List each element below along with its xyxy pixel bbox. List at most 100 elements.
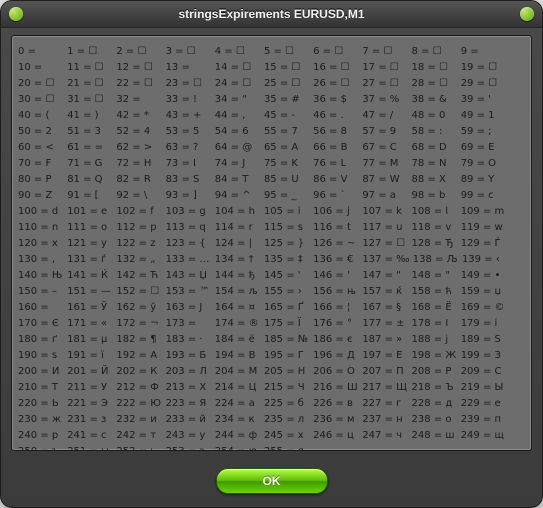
code-cell: 6 = ☐	[313, 44, 359, 60]
code-cell: 134 = †	[215, 252, 261, 268]
code-cell: 18 = ☐	[412, 60, 458, 76]
code-cell: 36 = $	[313, 92, 359, 108]
code-cell: 155 = ›	[264, 284, 310, 300]
code-cell: 142 = Ћ	[116, 268, 162, 284]
code-cell: 146 = '	[313, 268, 359, 284]
code-cell: 254 = ю	[215, 444, 261, 451]
code-cell: 196 = Д	[313, 348, 359, 364]
code-cell: 128 = Ђ	[412, 236, 458, 252]
code-cell: 204 = М	[215, 364, 261, 380]
code-cell: 255 = я	[264, 444, 310, 451]
code-cell: 210 = Т	[18, 380, 64, 396]
code-cell: 221 = Э	[67, 396, 113, 412]
code-cell: 77 = M	[362, 156, 408, 172]
code-cell: 67 = C	[362, 140, 408, 156]
character-table: 0 = 1 = ☐ 2 = ☐ 3 = ☐ 4 = ☐ 5 = ☐ 6 = ☐ …	[12, 36, 531, 451]
code-cell: 207 = П	[362, 364, 408, 380]
code-cell: 150 = –	[18, 284, 64, 300]
code-cell: 17 = ☐	[362, 60, 408, 76]
code-cell: 123 = {	[166, 236, 212, 252]
code-cell: 191 = ї	[67, 348, 113, 364]
code-cell: 108 = l	[412, 204, 458, 220]
code-cell: 8 = ☐	[412, 44, 458, 60]
code-cell: 219 = Ы	[461, 380, 507, 396]
code-cell: 87 = W	[362, 172, 408, 188]
code-cell: 56 = 8	[313, 124, 359, 140]
code-cell: 121 = y	[67, 236, 113, 252]
code-cell: 171 = «	[67, 316, 113, 332]
code-cell: 42 = *	[116, 108, 162, 124]
code-cell: 132 = „	[116, 252, 162, 268]
code-cell: 2 = ☐	[116, 44, 162, 60]
code-cell: 226 = в	[313, 396, 359, 412]
code-cell: 218 = Ъ	[412, 380, 458, 396]
code-cell: 86 = V	[313, 172, 359, 188]
code-cell: 158 = ћ	[412, 284, 458, 300]
ok-button[interactable]: OK	[216, 468, 328, 494]
code-cell: 110 = n	[18, 220, 64, 236]
code-cell: 243 = у	[166, 428, 212, 444]
code-cell: 112 = p	[116, 220, 162, 236]
code-cell: 136 = €	[313, 252, 359, 268]
code-cell: 107 = k	[362, 204, 408, 220]
code-cell: 188 = ј	[412, 332, 458, 348]
code-cell: 131 = ѓ	[67, 252, 113, 268]
code-cell: 199 = З	[461, 348, 507, 364]
code-cell: 211 = У	[67, 380, 113, 396]
code-cell: 129 = Ѓ	[461, 236, 507, 252]
code-cell: 241 = с	[67, 428, 113, 444]
code-cell: 74 = J	[215, 156, 261, 172]
code-cell: 202 = К	[116, 364, 162, 380]
code-cell: 189 = Ѕ	[461, 332, 507, 348]
code-cell: 235 = л	[264, 412, 310, 428]
code-cell: 80 = P	[18, 172, 64, 188]
code-cell: 24 = ☐	[215, 76, 261, 92]
titlebar: stringsExpirements EURUSD,M1	[1, 1, 542, 28]
code-cell: 84 = T	[215, 172, 261, 188]
code-cell: 13 =	[166, 60, 212, 76]
code-cell: 224 = а	[215, 396, 261, 412]
code-cell: 12 = ☐	[116, 60, 162, 76]
code-cell: 185 = №	[264, 332, 310, 348]
window-button-right[interactable]	[520, 7, 534, 21]
code-cell: 168 = Ё	[412, 300, 458, 316]
code-cell: 172 = ¬	[116, 316, 162, 332]
code-cell: 180 = ґ	[18, 332, 64, 348]
code-cell: 111 = o	[67, 220, 113, 236]
code-cell: 49 = 1	[461, 108, 507, 124]
code-cell: 253 = э	[166, 444, 212, 451]
code-cell: 197 = Е	[362, 348, 408, 364]
code-cell: 32 =	[116, 92, 162, 108]
code-cell: 76 = L	[313, 156, 359, 172]
code-cell: 252 = ь	[116, 444, 162, 451]
code-cell: 157 = ќ	[362, 284, 408, 300]
code-cell: 35 = #	[264, 92, 310, 108]
code-cell: 206 = О	[313, 364, 359, 380]
code-cell: 91 = [	[67, 188, 113, 204]
window-button-left[interactable]	[9, 7, 23, 21]
code-cell: 50 = 2	[18, 124, 64, 140]
code-cell: 3 = ☐	[166, 44, 212, 60]
code-cell: 166 = ¦	[313, 300, 359, 316]
code-cell: 232 = и	[116, 412, 162, 428]
code-cell: 60 = <	[18, 140, 64, 156]
code-cell: 57 = 9	[362, 124, 408, 140]
code-cell: 82 = R	[116, 172, 162, 188]
code-cell: 14 = ☐	[215, 60, 261, 76]
code-cell: 43 = +	[166, 108, 212, 124]
code-cell: 212 = Ф	[116, 380, 162, 396]
code-cell: 48 = 0	[412, 108, 458, 124]
code-cell: 217 = Щ	[362, 380, 408, 396]
code-cell: 154 = љ	[215, 284, 261, 300]
code-cell: 59 = ;	[461, 124, 507, 140]
code-cell: 69 = E	[461, 140, 507, 156]
code-cell: 23 = ☐	[166, 76, 212, 92]
code-cell: 22 = ☐	[116, 76, 162, 92]
code-cell: 66 = B	[313, 140, 359, 156]
code-cell: 63 = ?	[166, 140, 212, 156]
code-cell: 47 = /	[362, 108, 408, 124]
code-cell: 114 = r	[215, 220, 261, 236]
code-cell: 99 = c	[461, 188, 507, 204]
code-cell: 65 = A	[264, 140, 310, 156]
code-cell: 58 = :	[412, 124, 458, 140]
